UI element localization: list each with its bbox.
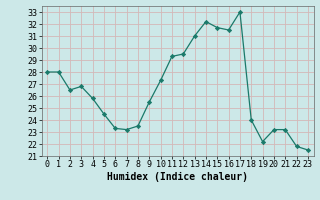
- X-axis label: Humidex (Indice chaleur): Humidex (Indice chaleur): [107, 172, 248, 182]
